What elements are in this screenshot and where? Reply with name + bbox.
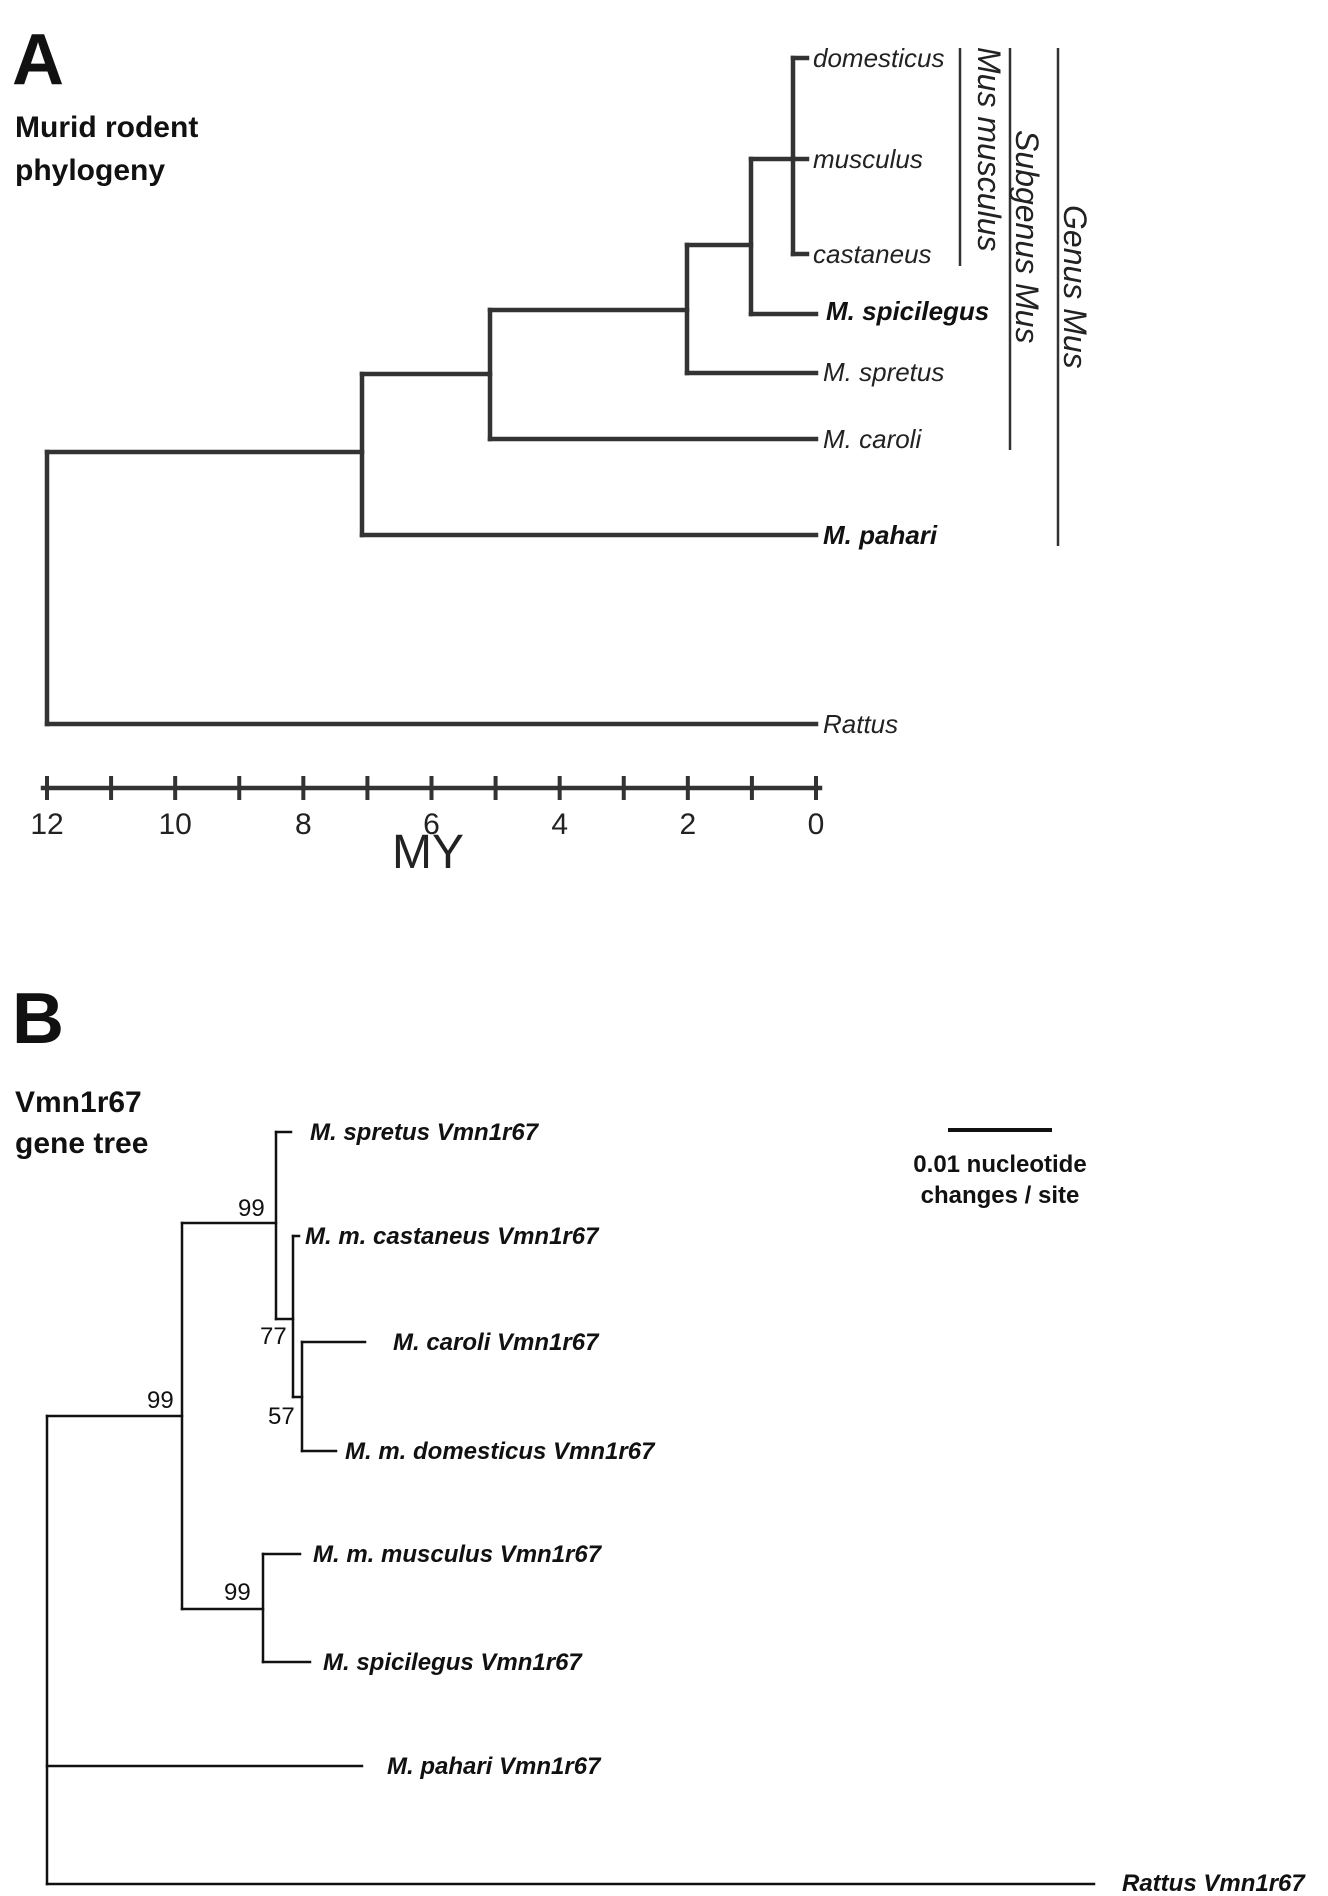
support-mus-node: 99 (147, 1387, 174, 1414)
panel-b-title-line2: gene tree (15, 1127, 148, 1160)
time-axis: 12 10 8 6 4 2 0 MY (30, 776, 824, 879)
taxon-musculus: musculus (813, 144, 923, 174)
time-axis-ticks (45, 776, 818, 800)
axis-tick-label-10: 10 (158, 808, 191, 841)
axis-tick-label-0: 0 (808, 808, 825, 841)
taxon-domesticus: domesticus (813, 43, 945, 73)
time-axis-tick-labels: 12 10 8 6 4 2 0 (30, 808, 824, 841)
panel-a-title-line2: phylogeny (15, 154, 165, 187)
axis-tick-label-4: 4 (551, 808, 568, 841)
axis-tick-label-12: 12 (30, 808, 63, 841)
panel-a-title-line1: Murid rodent (15, 111, 198, 144)
gene-taxon-spretus: M. spretus Vmn1r67 (310, 1119, 540, 1146)
scale-label-line2: changes / site (921, 1182, 1080, 1209)
support-musculus-spicilegus-node: 99 (224, 1579, 251, 1606)
group-label-subgenus-mus: Subgenus Mus (1009, 130, 1045, 343)
support-node-77: 77 (260, 1323, 287, 1350)
species-tree-labels: domesticus musculus castaneus M. spicile… (813, 43, 989, 739)
branch-length-scale: 0.01 nucleotide changes / site (913, 1128, 1087, 1209)
gene-tree-branches (45, 1130, 1096, 1886)
gene-taxon-pahari: M. pahari Vmn1r67 (387, 1753, 602, 1780)
species-tree-branches (44, 55, 819, 727)
taxon-caroli: M. caroli (823, 424, 922, 454)
taxon-pahari: M. pahari (823, 520, 938, 550)
taxonomic-group-brackets: Mus musculus Subgenus Mus Genus Mus (958, 47, 1093, 546)
axis-tick-label-8: 8 (295, 808, 312, 841)
gene-tree-labels: M. spretus Vmn1r67 M. m. castaneus Vmn1r… (305, 1119, 1306, 1896)
panel-b-title-line1: Vmn1r67 (15, 1086, 142, 1119)
gene-taxon-domesticus: M. m. domesticus Vmn1r67 (345, 1438, 656, 1465)
gene-taxon-musculus: M. m. musculus Vmn1r67 (313, 1541, 603, 1568)
taxon-rattus: Rattus (823, 709, 898, 739)
taxon-spretus: M. spretus (823, 357, 944, 387)
support-node-57: 57 (268, 1403, 295, 1430)
axis-tick-label-6: 6 (423, 808, 440, 841)
taxon-spicilegus: M. spicilegus (826, 296, 989, 326)
gene-taxon-rattus: Rattus Vmn1r67 (1122, 1870, 1306, 1896)
gene-taxon-caroli: M. caroli Vmn1r67 (393, 1329, 600, 1356)
axis-tick-label-2: 2 (679, 808, 696, 841)
bootstrap-support-values: 99 77 57 99 99 (147, 1195, 295, 1606)
group-label-genus-mus: Genus Mus (1057, 205, 1093, 369)
taxon-castaneus: castaneus (813, 239, 932, 269)
group-label-mus-musculus: Mus musculus (971, 47, 1007, 252)
time-axis-title: MY (392, 826, 464, 879)
panel-a-letter: A (12, 20, 64, 100)
scale-label-line1: 0.01 nucleotide (913, 1151, 1086, 1178)
panel-b-letter: B (12, 979, 64, 1059)
gene-taxon-castaneus: M. m. castaneus Vmn1r67 (305, 1223, 600, 1250)
gene-taxon-spicilegus: M. spicilegus Vmn1r67 (323, 1649, 583, 1676)
support-spretus-node: 99 (238, 1195, 265, 1222)
